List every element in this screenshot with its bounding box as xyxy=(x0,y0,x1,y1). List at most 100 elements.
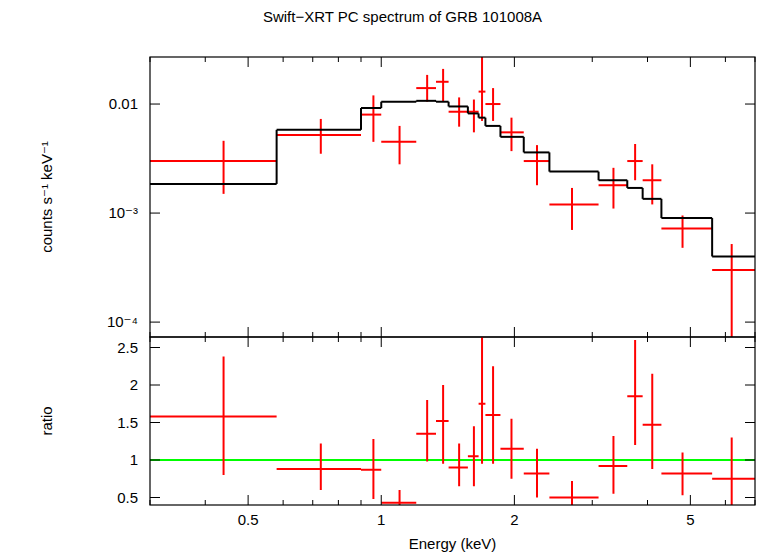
y-error-bar xyxy=(473,426,475,486)
y-error-bar xyxy=(634,340,636,445)
model-step xyxy=(500,136,523,138)
x-minor-tick xyxy=(150,57,151,62)
data-point xyxy=(449,97,468,126)
step-riser xyxy=(360,108,362,130)
x-tick xyxy=(514,57,515,67)
x-minor-tick xyxy=(755,337,756,342)
x-minor-tick xyxy=(150,332,151,337)
x-minor-tick xyxy=(150,500,151,505)
data-point xyxy=(361,439,381,499)
model-step xyxy=(277,129,361,131)
x-tick xyxy=(248,337,249,347)
x-error-bar xyxy=(416,87,436,89)
y-error-bar xyxy=(492,366,494,464)
y-error-bar xyxy=(442,69,444,102)
x-minor-tick xyxy=(755,500,756,505)
data-point xyxy=(643,164,662,204)
step-riser xyxy=(598,172,600,181)
model-step xyxy=(449,105,468,107)
y-tick-label: 10⁻³ xyxy=(108,204,138,221)
x-tick xyxy=(690,57,691,67)
data-point xyxy=(468,426,479,486)
y-error-bar xyxy=(320,444,322,491)
data-point xyxy=(524,449,550,498)
step-riser xyxy=(548,152,550,171)
data-point xyxy=(381,490,416,505)
y-tick xyxy=(150,460,160,461)
step-riser xyxy=(660,199,662,218)
x-minor-tick xyxy=(361,337,362,342)
y-error-bar xyxy=(481,337,483,464)
x-error-bar xyxy=(361,469,381,471)
x-minor-tick xyxy=(283,332,284,337)
x-tick xyxy=(381,327,382,337)
y-tick xyxy=(150,497,160,498)
chart-canvas: 10⁻⁴10⁻³0.01Swift−XRT PC spectrum of GRB… xyxy=(0,0,758,556)
data-point xyxy=(627,144,642,180)
x-tick xyxy=(690,337,691,347)
data-point xyxy=(661,215,712,247)
model-step xyxy=(381,101,416,103)
y-error-bar xyxy=(612,168,614,209)
data-point xyxy=(381,126,416,164)
data-point xyxy=(524,145,550,185)
y-tick xyxy=(150,385,160,386)
data-point xyxy=(549,188,598,230)
y-tick xyxy=(150,104,160,105)
y-tick xyxy=(745,347,755,348)
y-tick xyxy=(745,213,755,214)
y-error-bar xyxy=(426,400,428,462)
data-point xyxy=(277,444,361,491)
y-tick xyxy=(150,213,160,214)
step-riser xyxy=(499,126,501,137)
model-step xyxy=(479,117,486,119)
y-tick xyxy=(745,422,755,423)
x-tick xyxy=(690,327,691,337)
x-minor-tick xyxy=(647,337,648,342)
step-riser xyxy=(523,137,525,153)
y-error-bar xyxy=(682,215,684,247)
model-step xyxy=(627,187,642,189)
y-tick xyxy=(150,422,160,423)
data-point xyxy=(150,357,277,476)
data-point xyxy=(436,385,449,464)
data-point xyxy=(712,438,755,506)
y-error-bar xyxy=(399,490,401,505)
model-step xyxy=(549,171,598,173)
y-axis-label: counts s⁻¹ keV⁻¹ xyxy=(38,141,55,253)
step-riser xyxy=(626,180,628,188)
x-error-bar xyxy=(277,468,361,470)
y-error-bar xyxy=(399,126,401,164)
y-error-bar xyxy=(458,97,460,126)
x-error-bar xyxy=(549,203,598,205)
data-point xyxy=(549,481,598,505)
plot-frame xyxy=(150,57,755,337)
data-point xyxy=(150,141,277,194)
x-minor-tick xyxy=(283,57,284,62)
x-minor-tick xyxy=(312,500,313,505)
data-point xyxy=(500,118,523,151)
x-tick xyxy=(381,495,382,505)
x-minor-tick xyxy=(338,500,339,505)
step-riser xyxy=(711,218,713,256)
y-error-bar xyxy=(492,88,494,121)
x-minor-tick xyxy=(592,500,593,505)
y-error-bar xyxy=(571,188,573,230)
x-minor-tick xyxy=(338,57,339,62)
y-error-bar xyxy=(372,95,374,141)
model-step xyxy=(416,100,436,102)
y-tick-label: 2.5 xyxy=(117,339,138,356)
x-minor-tick xyxy=(592,337,593,342)
x-minor-tick xyxy=(205,337,206,342)
x-tick-label: 0.5 xyxy=(238,511,259,528)
plot-area xyxy=(150,337,755,505)
x-minor-tick xyxy=(205,57,206,62)
model-step xyxy=(436,101,449,103)
y-tick-label: 0.01 xyxy=(109,95,138,112)
y-error-bar xyxy=(372,439,374,499)
x-tick-label: 1 xyxy=(377,511,385,528)
data-point xyxy=(627,340,642,445)
y-tick-label: 2 xyxy=(130,376,138,393)
y-error-bar xyxy=(682,453,684,496)
model-step xyxy=(643,198,662,200)
